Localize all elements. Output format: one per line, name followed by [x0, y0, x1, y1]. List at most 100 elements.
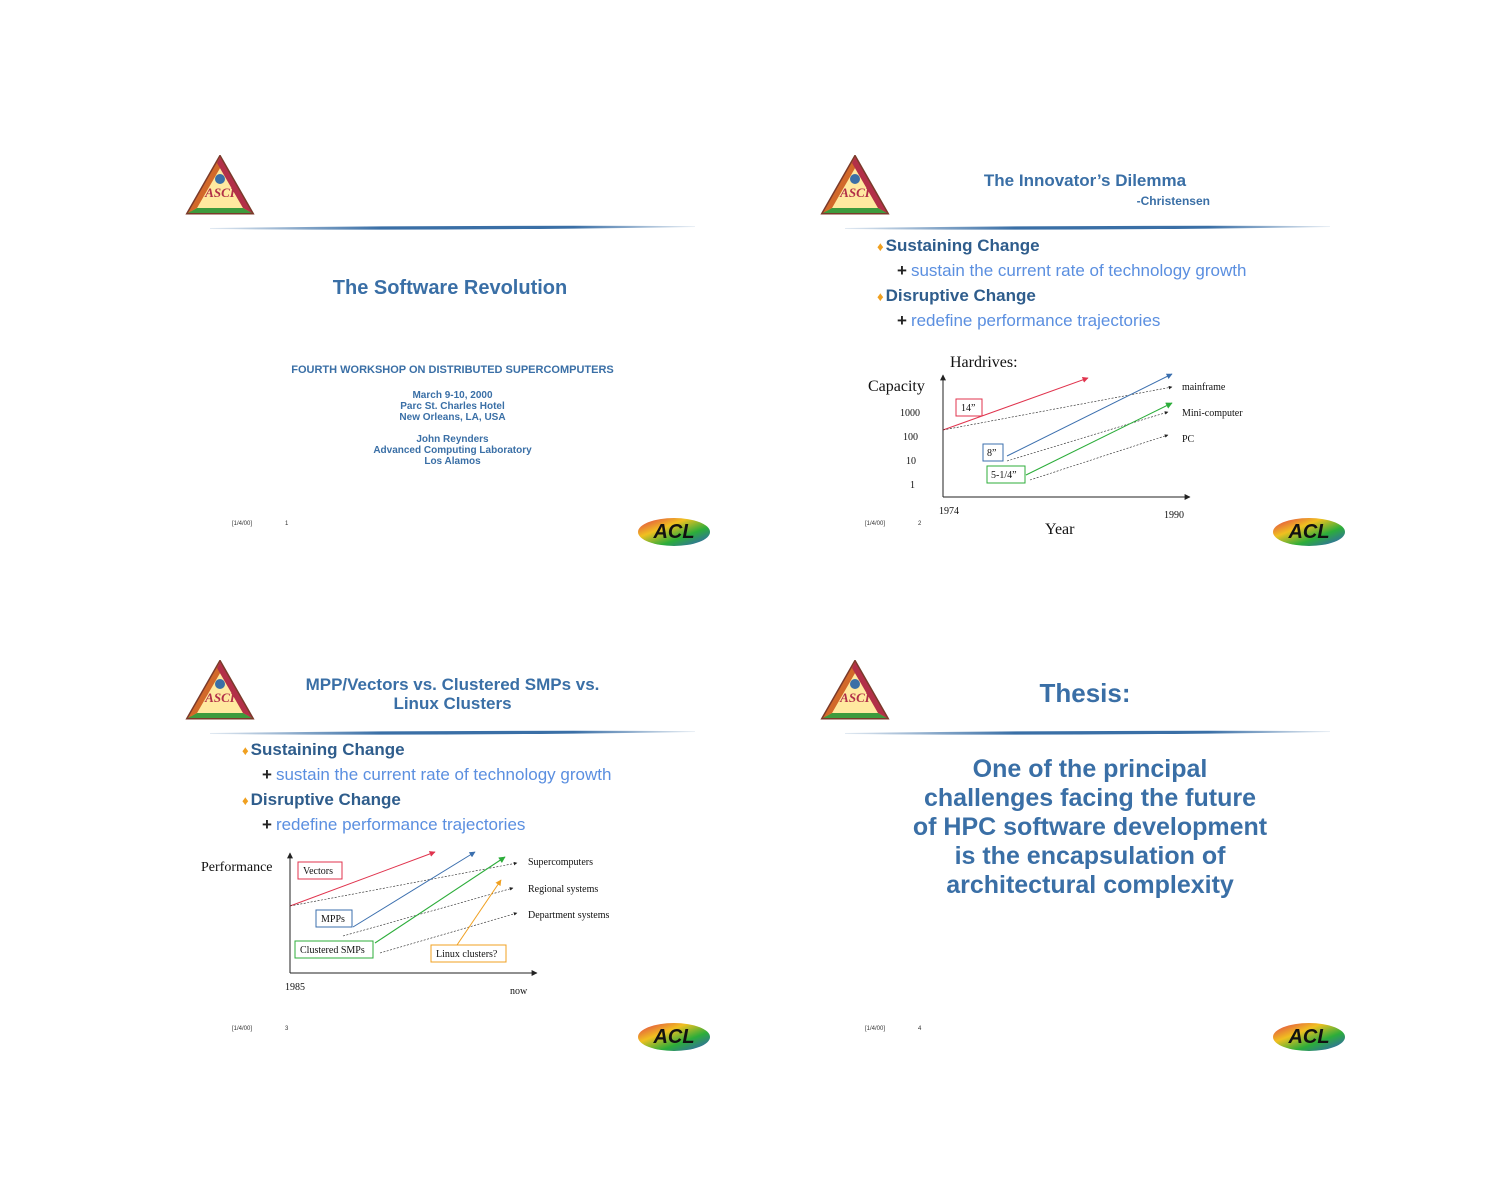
y-tick-10: 10 — [906, 456, 916, 467]
x-axis-label: Year — [1045, 521, 1075, 538]
series-pc: PC — [1182, 434, 1195, 445]
author-name: John Reynders — [416, 434, 489, 445]
thesis-line-4: is the encapsulation of — [954, 842, 1226, 870]
box-mpps-label: MPPs — [321, 914, 345, 925]
trajectory-clustered-smps — [374, 856, 506, 944]
event-venue: Parc St. Charles Hotel — [400, 401, 505, 412]
bullet-disruptive: ♦ Disruptive Change — [877, 286, 1036, 305]
slide-2: The Innovator’s Dilemma -Christensen ♦ Su… — [820, 155, 1370, 575]
trend-supercomputers — [289, 861, 518, 907]
acl-logo — [1272, 515, 1346, 547]
thesis-line-5: architectural complexity — [946, 871, 1234, 899]
box-vectors-label: Vectors — [303, 866, 333, 877]
box-8in-label: 8” — [987, 448, 996, 459]
series-department: Department systems — [528, 910, 609, 921]
diamond-icon: ♦ — [877, 239, 884, 254]
acl-logo — [1272, 1020, 1346, 1052]
thesis-line-2: challenges facing the future — [923, 784, 1256, 812]
sub-bullet-redefine: + redefine performance trajectories — [897, 311, 1161, 330]
box-vectors — [297, 861, 343, 880]
trend-regional — [342, 887, 514, 937]
trajectory-5in — [1025, 402, 1173, 476]
y-tick-1: 1 — [910, 480, 915, 491]
bullet-sustaining: ♦ Sustaining Change — [877, 236, 1040, 255]
performance-chart: Performance 1985 now Vectors MPPs Cluste… — [201, 851, 609, 997]
asci-logo — [185, 660, 255, 722]
bullet-list: ♦ Sustaining Change + sustain the current … — [242, 737, 611, 837]
box-5in-label: 5-1/4” — [991, 470, 1017, 481]
acl-logo — [637, 1020, 711, 1052]
plus-icon: + — [262, 765, 272, 784]
diamond-icon: ♦ — [242, 743, 249, 758]
trajectory-14in — [942, 376, 1089, 431]
slide-1: The Software Revolution FOURTH WORKSHOP … — [185, 155, 735, 575]
author-block: John Reynders Advanced Computing Laborat… — [245, 434, 660, 467]
acl-logo — [637, 515, 711, 547]
footer-date: [1/4/00] — [232, 1026, 253, 1032]
footer-date: [1/4/00] — [865, 521, 886, 527]
trend-mainframe — [942, 385, 1173, 431]
trajectory-8in — [1006, 373, 1173, 457]
title-rule — [845, 225, 1330, 230]
slide-title: The Innovator’s Dilemma — [983, 171, 1187, 190]
box-clustered-smps-label: Clustered SMPs — [300, 945, 365, 956]
slide-title-line2: Linux Clusters — [393, 694, 512, 713]
slide-3: MPP/Vectors vs. Clustered SMPs vs. Linux… — [185, 660, 735, 1080]
thesis-statement: One of the principal challenges facing t… — [880, 755, 1300, 900]
footer-page-number: 1 — [285, 521, 289, 527]
asci-logo — [820, 660, 890, 722]
slide-4: Thesis: One of the principal challenges … — [820, 660, 1370, 1080]
box-linux-clusters-label: Linux clusters? — [436, 949, 498, 960]
trajectory-vectors — [289, 851, 436, 907]
asci-logo — [185, 155, 255, 217]
hardrives-chart: Hardrives: Capacity 1000 100 10 1 1974 1… — [868, 354, 1243, 538]
event-details: March 9-10, 2000 Parc St. Charles Hotel … — [245, 390, 660, 423]
footer-date: [1/4/00] — [232, 521, 253, 527]
sub-bullet-sustain: + sustain the current rate of technology … — [262, 765, 612, 784]
diamond-icon: ♦ — [242, 793, 249, 808]
box-mpps — [315, 909, 353, 928]
slide-title: MPP/Vectors vs. Clustered SMPs vs. Linux… — [255, 675, 650, 713]
thesis-line-3: of HPC software development — [912, 813, 1268, 841]
sub-bullet-sustain: + sustain the current rate of technology … — [897, 261, 1247, 280]
box-14in — [955, 398, 983, 417]
title-rule — [210, 225, 695, 230]
sub-bullet-redefine: + redefine performance trajectories — [262, 815, 526, 834]
series-regional: Regional systems — [528, 884, 598, 895]
y-axis-label: Capacity — [868, 378, 925, 395]
x-tick-now: now — [510, 986, 528, 997]
series-supercomputers: Supercomputers — [528, 857, 593, 868]
box-5in — [986, 465, 1026, 484]
diamond-icon: ♦ — [877, 289, 884, 304]
trend-minicomputer — [1006, 411, 1169, 462]
y-tick-100: 100 — [903, 432, 918, 443]
x-tick-1985: 1985 — [285, 982, 305, 993]
footer-page-number: 4 — [918, 1026, 922, 1032]
event-city: New Orleans, LA, USA — [399, 412, 506, 423]
plus-icon: + — [262, 815, 272, 834]
box-14in-label: 14” — [961, 403, 975, 414]
author-location: Los Alamos — [424, 456, 481, 467]
chart-title: Hardrives: — [950, 354, 1018, 371]
x-tick-1974: 1974 — [939, 506, 959, 517]
y-axis-label: Performance — [201, 860, 273, 875]
title-rule — [845, 730, 1330, 735]
series-mainframe: mainframe — [1182, 382, 1226, 393]
trajectory-mpps — [352, 851, 476, 928]
y-tick-1000: 1000 — [900, 408, 920, 419]
bullet-disruptive: ♦ Disruptive Change — [242, 790, 401, 809]
slide-title: The Software Revolution — [332, 277, 568, 299]
trend-pc — [1029, 434, 1169, 481]
bullet-list: ♦ Sustaining Change + sustain the current … — [877, 233, 1246, 333]
attribution: -Christensen — [1136, 194, 1210, 208]
box-clustered-smps — [294, 940, 374, 959]
plus-icon: + — [897, 311, 907, 330]
thesis-line-1: One of the principal — [972, 755, 1208, 783]
box-linux-clusters — [430, 944, 507, 963]
trajectory-linux-clusters — [456, 879, 502, 946]
footer-page-number: 2 — [918, 521, 922, 527]
box-8in — [982, 443, 1004, 462]
series-minicomputer: Mini-computer — [1182, 408, 1243, 419]
trend-department — [379, 912, 518, 954]
title-rule — [210, 730, 695, 735]
